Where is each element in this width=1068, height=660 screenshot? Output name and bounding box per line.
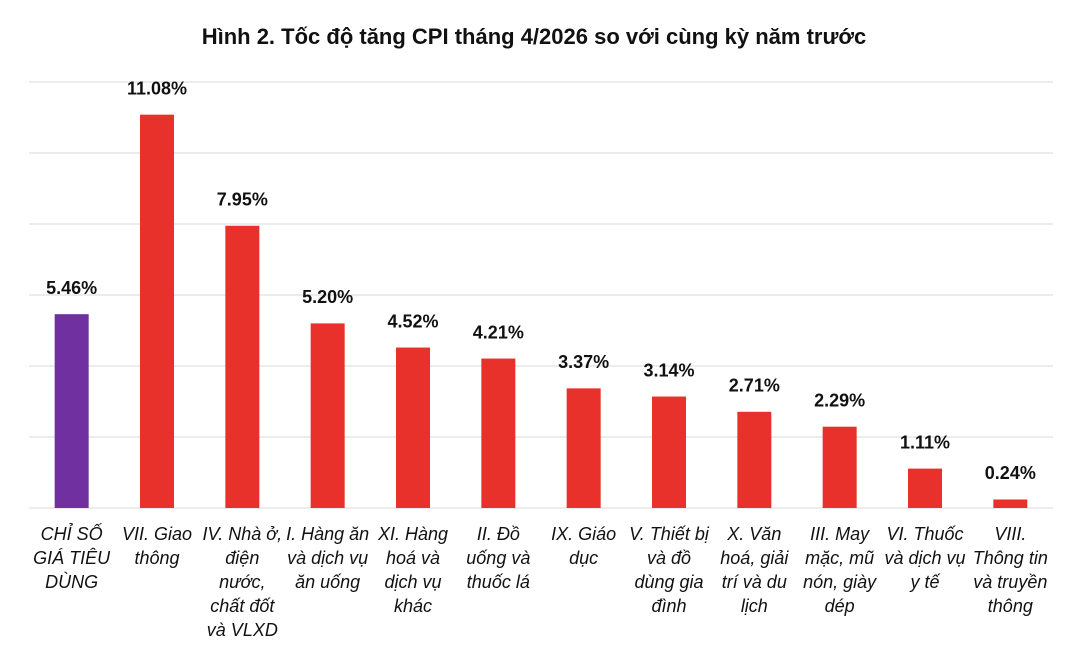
chart-title: Hình 2. Tốc độ tăng CPI tháng 4/2026 so … [202, 24, 867, 49]
value-label: 5.46% [46, 278, 97, 298]
x-tick-label: CHỈ SỐ GIÁ TIÊU DÙNG [33, 524, 111, 592]
bar [396, 347, 430, 508]
x-tick-label: IX. Giáo dục [551, 524, 617, 568]
bar [481, 358, 516, 508]
value-label: 2.71% [729, 376, 780, 396]
x-tick-label: X. Văn hoá, giải trí và du lịch [720, 524, 789, 616]
value-label: 2.29% [814, 390, 865, 410]
x-tick-label: V. Thiết bị và đồ dùng gia đình [629, 524, 709, 616]
value-label: 0.24% [985, 463, 1036, 483]
bar [908, 468, 942, 508]
x-tick-label: IV. Nhà ở, điện nước, chất đốt và VLXD [202, 524, 283, 640]
x-tick-label: III. May mặc, mũ nón, giày dép [803, 524, 877, 616]
x-tick-label: I. Hàng ăn và dịch vụ ăn uống [286, 524, 370, 592]
value-label: 7.95% [217, 190, 268, 210]
x-tick-label: II. Đồ uống và thuốc lá [466, 524, 531, 592]
value-label: 11.08% [127, 78, 187, 98]
bar [566, 388, 601, 508]
value-label: 4.21% [473, 322, 524, 342]
bar [310, 323, 345, 508]
bar [737, 411, 772, 508]
value-label: 3.37% [558, 352, 609, 372]
value-label: 5.20% [302, 287, 353, 307]
bar [652, 396, 686, 508]
value-label: 1.11% [900, 432, 950, 452]
x-tick-label: VII. Giao thông [121, 524, 192, 568]
x-tick-label: VI. Thuốc và dịch vụ y tế [884, 524, 966, 592]
bar [140, 114, 174, 508]
bar [225, 225, 260, 508]
x-tick-label: VIII. Thông tin và truyền thông [972, 524, 1048, 616]
value-label: 3.14% [643, 360, 694, 380]
x-tick-label: XI. Hàng hoá và dịch vụ khác [377, 524, 449, 616]
value-label: 4.52% [387, 311, 438, 331]
bar [822, 426, 857, 508]
bar [54, 314, 89, 508]
bar [993, 499, 1028, 508]
